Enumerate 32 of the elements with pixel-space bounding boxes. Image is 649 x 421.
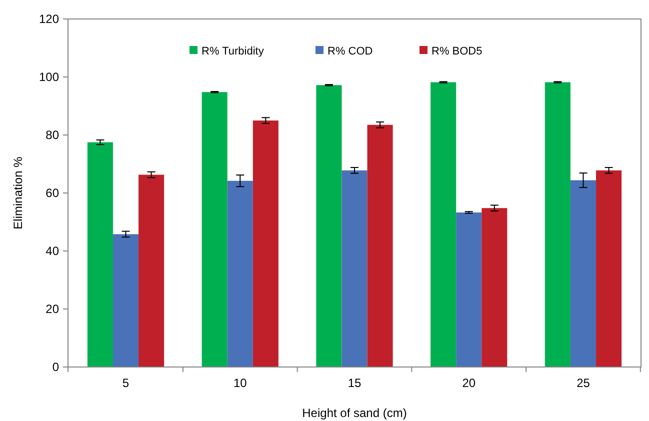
bar xyxy=(482,208,508,367)
bar xyxy=(367,124,393,367)
bar xyxy=(112,234,139,367)
bar xyxy=(138,174,164,367)
y-tick-label: 80 xyxy=(46,128,60,142)
bar xyxy=(342,170,368,367)
y-tick-label: 120 xyxy=(38,12,60,26)
x-tick-label: 15 xyxy=(348,376,362,390)
bar xyxy=(202,92,228,367)
y-tick-label: 40 xyxy=(46,244,60,258)
x-tick-label: 5 xyxy=(122,376,130,390)
bar xyxy=(252,120,278,367)
bar xyxy=(570,180,596,367)
x-tick-label: 20 xyxy=(462,376,476,390)
bar xyxy=(456,212,482,367)
y-tick-label: 100 xyxy=(38,70,60,84)
bar xyxy=(430,82,456,367)
y-axis-title: Elimination % xyxy=(11,156,25,230)
bar xyxy=(227,180,253,367)
legend-label: R% BOD5 xyxy=(432,46,482,58)
x-tick-label: 25 xyxy=(576,376,590,390)
bar xyxy=(544,82,570,367)
legend-label: R% COD xyxy=(328,46,373,58)
x-axis-title: Height of sand (cm) xyxy=(302,406,407,420)
y-tick-label: 60 xyxy=(46,186,60,200)
y-tick-label: 20 xyxy=(46,302,60,316)
bar xyxy=(596,170,622,367)
bar xyxy=(316,85,342,367)
y-tick-label: 0 xyxy=(52,360,60,374)
bar xyxy=(87,142,113,367)
x-tick-label: 10 xyxy=(233,376,248,390)
legend-label: R% Turbidity xyxy=(202,46,264,58)
